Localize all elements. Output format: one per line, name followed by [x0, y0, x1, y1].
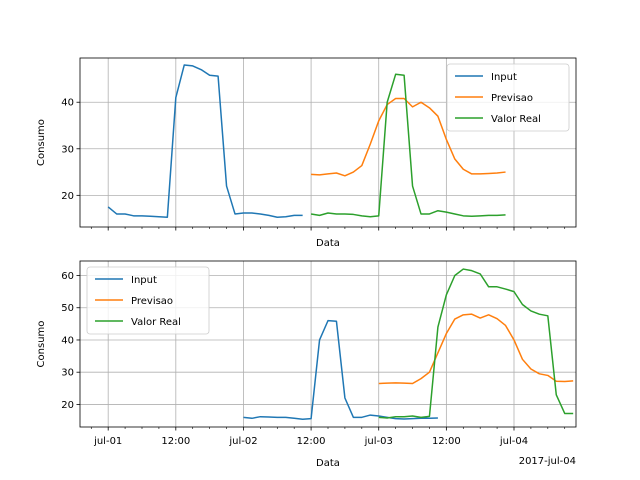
series-line-input — [107, 64, 303, 218]
legend-label-valor-real: Valor Real — [131, 317, 181, 328]
x-ticks: jul-01 12:00 jul-02 12:00 jul-03 12:00 jul-04 2… — [90, 427, 576, 467]
series-line-previsao — [311, 97, 506, 177]
y-axis-label: Consumo — [36, 321, 47, 368]
legend-label-input: Input — [491, 72, 517, 83]
x-tick-label: jul-04 — [499, 436, 528, 447]
x-tick-label: 12:00 — [297, 436, 326, 447]
series-line-valor-real — [378, 268, 574, 419]
top-chart-panel: 20 30 40 Data Consumo Input Previsao Valor Real — [36, 57, 577, 249]
series-line-valor-real — [310, 73, 506, 218]
series-line-input — [243, 319, 438, 421]
legend-label-valor-real: Valor Real — [491, 114, 541, 125]
x-tick-label: 12:00 — [432, 436, 461, 447]
y-tick-label: 30 — [61, 144, 74, 155]
y-tick-label: 40 — [61, 98, 74, 109]
legend-box — [446, 63, 570, 132]
legend: Input Previsao Valor Real — [446, 63, 570, 132]
series-lines — [243, 268, 574, 421]
legend: Input Previsao Valor Real — [86, 266, 210, 335]
y-ticks: 20 30 40 50 60 — [61, 271, 80, 411]
legend-box — [86, 266, 210, 335]
y-tick-label: 60 — [61, 271, 74, 282]
x-tick-label: jul-02 — [228, 436, 257, 447]
y-ticks: 20 30 40 — [61, 98, 80, 202]
legend-label-input: Input — [131, 275, 157, 286]
series-line-previsao — [378, 313, 574, 385]
y-tick-label: 20 — [61, 400, 74, 411]
y-tick-label: 50 — [61, 303, 74, 314]
y-tick-label: 30 — [61, 368, 74, 379]
x-tick-label: 12:00 — [161, 436, 190, 447]
y-tick-label: 20 — [61, 191, 74, 202]
series-lines — [107, 64, 506, 218]
legend-label-previsao: Previsao — [131, 296, 173, 307]
x-offset-label: 2017-jul-04 — [519, 456, 576, 467]
y-axis-label: Consumo — [36, 119, 47, 166]
legend-label-previsao: Previsao — [491, 93, 533, 104]
x-axis-label: Data — [316, 458, 340, 469]
x-tick-label: jul-01 — [93, 436, 122, 447]
x-axis-label: Data — [316, 238, 340, 249]
x-ticks — [90, 227, 566, 231]
y-tick-label: 40 — [61, 335, 74, 346]
x-tick-label: jul-03 — [364, 436, 393, 447]
bottom-chart-panel: jul-01 12:00 jul-02 12:00 jul-03 12:00 jul-04 2… — [36, 260, 577, 469]
